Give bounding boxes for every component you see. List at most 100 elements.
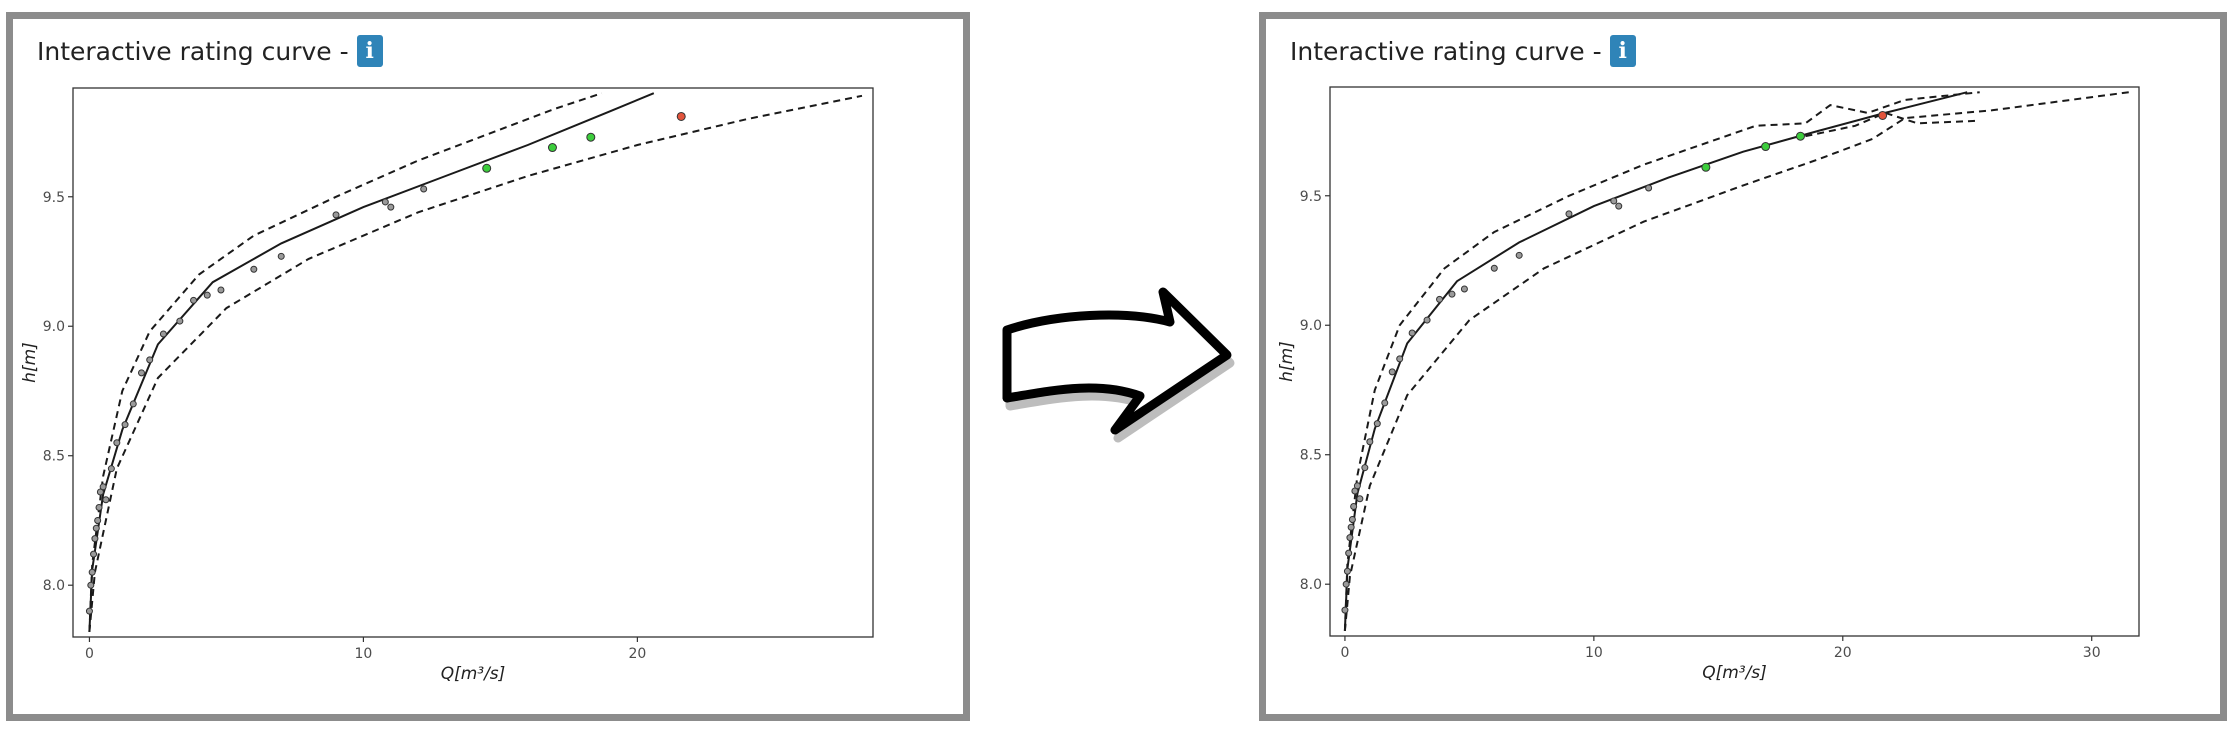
rating-curve-line: [1343, 91, 1968, 631]
gauging-point: [1350, 503, 1358, 511]
gauging-point: [1423, 316, 1431, 324]
gauging-point: [1615, 202, 1623, 210]
x-tick-label: 10: [354, 646, 372, 662]
new-gauging-point: [1701, 162, 1711, 172]
gauging-point: [146, 356, 154, 364]
gauging-point: [381, 198, 389, 206]
uncertainty-band-line: [88, 92, 603, 632]
gauging-point: [1353, 482, 1361, 490]
plot-frame: [72, 87, 874, 638]
gauging-point: [1515, 251, 1523, 259]
plot-area: [85, 92, 863, 632]
gauging-point: [1448, 290, 1456, 298]
gauging-point: [1346, 534, 1354, 542]
gauging-point: [92, 524, 100, 532]
rating-curve-line: [88, 92, 655, 632]
panel-title-text: Interactive rating curve -: [1290, 36, 1602, 66]
curved-arrow-right-icon: [1002, 287, 1235, 443]
gauging-point: [1345, 549, 1353, 557]
gauging-point: [159, 330, 167, 338]
gauging-point: [1388, 368, 1396, 376]
new-gauging-point: [1795, 131, 1805, 141]
gauging-point: [137, 369, 145, 377]
x-tick-label: 0: [85, 646, 94, 662]
plot-frame: [1329, 86, 2140, 637]
gauging-point: [129, 400, 137, 408]
uncertainty-band-line: [1805, 111, 1980, 138]
uncertainty-band-line: [1343, 91, 1980, 631]
gauging-point: [88, 568, 96, 576]
gauging-point: [1348, 515, 1356, 523]
gauging-point: [1645, 184, 1653, 192]
gauging-point: [250, 265, 258, 273]
y-axis-label: h[m]: [20, 342, 40, 383]
uncertainty-band-line: [1343, 91, 2130, 631]
gauging-point: [1366, 438, 1374, 446]
y-tick-label: 8.0: [43, 578, 65, 594]
x-tick-label: 20: [628, 646, 646, 662]
rating-curve-chart-left[interactable]: 0 10 20 8.0 8.5 9.0 9.5 Q[m³/s] h[m]: [13, 79, 963, 719]
y-tick-label: 9.0: [1300, 318, 1322, 334]
plot-area: [1341, 91, 2130, 631]
x-tick-label: 10: [1585, 645, 1603, 661]
rating-curve-chart-right[interactable]: 0 10 20 30 8.0 8.5 9.0 9.5 Q[m³/s] h[m]: [1266, 79, 2220, 719]
gauging-point: [203, 291, 211, 299]
gauging-point: [91, 535, 99, 543]
y-axis-label: h[m]: [1277, 341, 1297, 382]
gauging-point: [1565, 210, 1573, 218]
gauging-point: [102, 496, 110, 504]
gauging-point: [1373, 420, 1381, 428]
gauging-point: [1347, 523, 1355, 531]
rating-curve-panel-left: Interactive rating curve - i 0 10 20 8.0 8.5…: [6, 12, 970, 721]
gauging-point: [277, 252, 285, 260]
gauging-point: [85, 607, 93, 615]
gauging-point: [332, 211, 340, 219]
gauging-point: [1460, 285, 1468, 293]
panel-title: Interactive rating curve - i: [1290, 35, 1636, 67]
gauging-point: [95, 504, 103, 512]
gauging-point: [176, 317, 184, 325]
uncertainty-band-line: [88, 94, 863, 632]
gauging-point: [1356, 495, 1364, 503]
gauging-point: [90, 550, 98, 558]
x-axis-label: Q[m³/s]: [1702, 663, 1767, 683]
gauging-point: [1408, 329, 1416, 337]
gauging-point: [1490, 264, 1498, 272]
x-tick-label: 0: [1340, 645, 1349, 661]
gauging-point: [387, 203, 395, 211]
gauging-point: [190, 296, 198, 304]
gauging-point: [87, 581, 95, 589]
y-tick-label: 8.5: [43, 449, 65, 465]
x-tick-label: 20: [1834, 645, 1852, 661]
gauging-point: [1610, 197, 1618, 205]
info-icon[interactable]: i: [1609, 35, 1636, 67]
gauging-point: [99, 483, 107, 491]
gauging-point: [113, 439, 121, 447]
y-tick-label: 8.5: [1300, 448, 1322, 464]
gauging-point: [1396, 355, 1404, 363]
gauging-point: [1341, 606, 1349, 614]
new-gauging-point: [586, 132, 596, 142]
gauging-point: [96, 488, 104, 496]
gauging-point: [217, 286, 225, 294]
y-tick-label: 9.0: [43, 319, 65, 335]
gauging-point: [107, 465, 115, 473]
gauging-point: [1361, 464, 1369, 472]
y-tick-label: 8.0: [1300, 577, 1322, 593]
gauging-point: [94, 516, 102, 524]
new-gauging-point: [482, 163, 492, 173]
y-tick-label: 9.5: [43, 190, 65, 206]
gauging-point: [1381, 399, 1389, 407]
flagged-gauging-point: [1878, 110, 1888, 120]
rating-curve-panel-right: Interactive rating curve - i 0 10 20 30 8.0 8…: [1259, 12, 2227, 721]
panel-title: Interactive rating curve - i: [37, 35, 383, 67]
flagged-gauging-point: [676, 111, 686, 121]
info-icon[interactable]: i: [356, 35, 383, 67]
x-axis-label: Q[m³/s]: [441, 664, 506, 684]
new-gauging-point: [547, 143, 557, 153]
new-gauging-point: [1761, 142, 1771, 152]
y-tick-label: 9.5: [1300, 189, 1322, 205]
gauging-point: [420, 185, 428, 193]
gauging-point: [1342, 580, 1350, 588]
x-tick-label: 30: [2083, 645, 2101, 661]
